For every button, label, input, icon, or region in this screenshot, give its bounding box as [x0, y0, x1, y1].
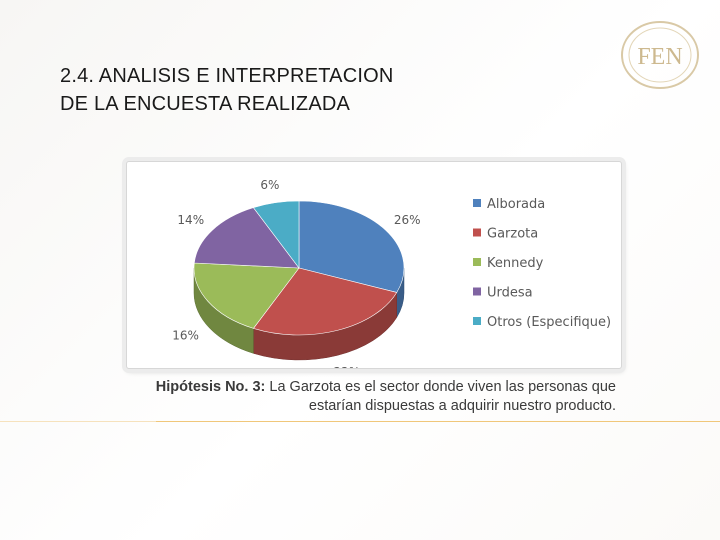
divider-line — [156, 421, 720, 422]
legend-label: Garzota — [487, 227, 538, 242]
pie-chart-panel: 26% 22% 16% 14% 6% Alborada Garzota Kennedy Urde… — [126, 161, 622, 369]
legend-label: Otros (Especifique) — [487, 315, 611, 330]
legend-swatch — [473, 199, 481, 207]
data-label: 22% — [334, 365, 361, 368]
pie-slice-urdesa — [193, 207, 300, 269]
divider-left — [0, 421, 156, 422]
fen-logo: FEN — [618, 18, 702, 92]
title-line-1: 2.4. ANALISIS E INTERPRETACION — [60, 65, 394, 87]
title-line-2: DE LA ENCUESTA REALIZADA — [60, 93, 351, 115]
legend-swatch — [473, 287, 481, 296]
legend-swatch — [473, 228, 481, 237]
hypothesis-caption: Hipótesis No. 3: La Garzota es el sector… — [120, 378, 616, 416]
data-label: 16% — [172, 329, 199, 343]
legend-label: Kennedy — [487, 256, 544, 271]
pie-slice-otros — [252, 200, 300, 269]
pie-chart: 26% 22% 16% 14% 6% Alborada Garzota Kennedy Urde… — [172, 178, 611, 368]
data-label: 26% — [394, 213, 421, 227]
data-label: 6% — [260, 178, 279, 192]
pie-slice-alborada — [298, 200, 405, 293]
slide-title: 2.4. ANALISIS E INTERPRETACION DE LA ENC… — [60, 62, 394, 118]
legend-swatch — [473, 317, 481, 325]
legend-swatch — [473, 258, 481, 266]
pie-slice-garzota — [252, 267, 398, 336]
caption-text: La Garzota es el sector donde viven las … — [265, 379, 616, 414]
caption-lead: Hipótesis No. 3: — [155, 379, 266, 395]
pie-slice-kennedy — [193, 262, 300, 329]
data-label: 14% — [177, 213, 204, 227]
legend-label: Alborada — [487, 197, 545, 212]
legend-label: Urdesa — [487, 286, 533, 301]
logo-text: FEN — [637, 44, 682, 70]
